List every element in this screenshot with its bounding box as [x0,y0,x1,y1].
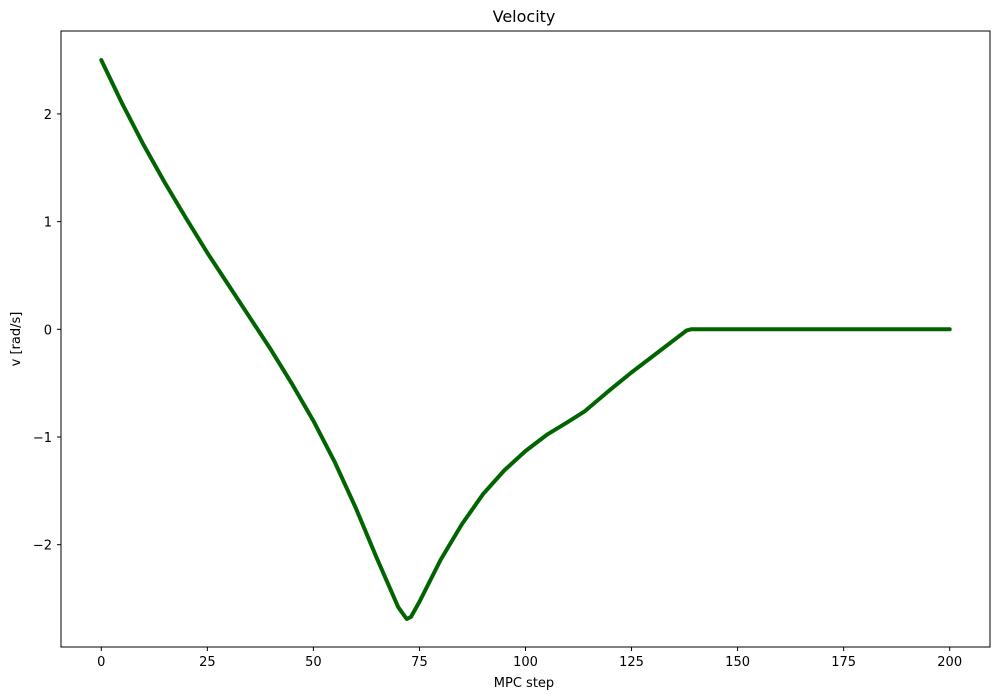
y-axis: −2 −1 0 1 2 [33,108,61,554]
x-tick-label: 75 [411,655,428,670]
x-tick-label: 125 [619,655,644,670]
y-axis-label: v [rad/s] [9,312,24,367]
x-axis: 0 25 50 75 100 125 150 175 200 [97,647,962,670]
velocity-series-line [99,58,952,621]
chart-title: Velocity [493,7,556,26]
y-tick-label: −1 [33,431,52,446]
x-tick-label: 25 [199,655,216,670]
x-tick-label: 50 [305,655,322,670]
y-tick-label: 2 [44,108,52,123]
x-tick-label: 100 [513,655,538,670]
y-tick-label: 1 [44,216,52,231]
y-tick-label: −2 [33,539,52,554]
x-tick-label: 200 [937,655,962,670]
y-tick-label: 0 [44,323,52,338]
x-axis-label: MPC step [494,676,554,691]
x-tick-label: 0 [97,655,105,670]
series-layer [99,58,952,621]
x-tick-label: 150 [725,655,750,670]
x-tick-label: 175 [831,655,856,670]
